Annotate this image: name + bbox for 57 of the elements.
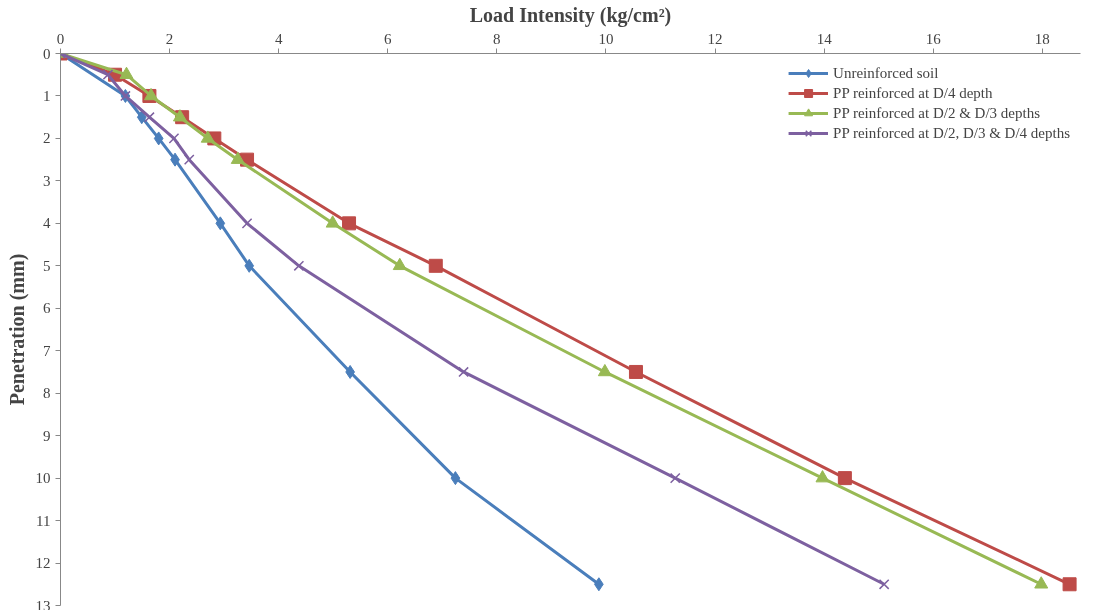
point xyxy=(293,260,305,272)
point xyxy=(119,66,134,79)
point xyxy=(325,215,340,228)
point xyxy=(230,151,245,164)
point xyxy=(215,216,226,231)
point xyxy=(244,258,255,273)
y-tick-label: 9 xyxy=(43,427,51,444)
point xyxy=(428,258,443,273)
point xyxy=(837,471,852,486)
y-tick-label: 6 xyxy=(43,300,51,317)
y-tick-label: 10 xyxy=(35,470,51,487)
y-tick-label: 5 xyxy=(43,257,51,274)
point xyxy=(136,110,147,125)
point xyxy=(450,471,461,486)
point xyxy=(144,111,155,123)
y-tick-label: 7 xyxy=(43,342,51,359)
y-axis-title: Penetration (mm) xyxy=(5,253,29,406)
legend-label: Unreinforced soil xyxy=(833,64,939,82)
point xyxy=(392,257,407,271)
point xyxy=(200,130,215,143)
y-tick-label: 0 xyxy=(43,45,51,62)
x-tick-label: 16 xyxy=(925,30,942,47)
point xyxy=(342,216,357,231)
y-tick-label: 13 xyxy=(35,597,51,614)
point xyxy=(628,364,643,379)
x-tick-label: 8 xyxy=(493,30,501,47)
x-tick-label: 2 xyxy=(165,30,174,47)
point xyxy=(168,133,180,144)
point xyxy=(241,218,253,229)
x-tick-label: 14 xyxy=(816,30,833,47)
legend-label: PP reinforced at D/4 depth xyxy=(833,84,993,102)
point xyxy=(669,472,681,484)
point xyxy=(1062,577,1077,592)
point xyxy=(815,470,830,483)
x-axis-title: Load Intensity (kg/cm²) xyxy=(469,3,672,27)
point xyxy=(597,363,612,377)
y-tick-label: 3 xyxy=(43,172,51,189)
legend-label: PP reinforced at D/2, D/3 & D/4 depths xyxy=(833,124,1070,142)
point xyxy=(458,366,469,378)
point xyxy=(1034,576,1049,589)
y-tick-label: 8 xyxy=(43,385,51,402)
x-tick-label: 4 xyxy=(274,30,283,47)
x-tick-label: 10 xyxy=(598,30,614,47)
point xyxy=(102,69,114,81)
y-tick-label: 11 xyxy=(36,512,51,529)
y-tick-label: 4 xyxy=(43,215,51,232)
x-tick-label: 18 xyxy=(1034,30,1050,47)
x-tick-label: 0 xyxy=(56,30,65,47)
x-tick-label: 6 xyxy=(384,30,393,47)
point xyxy=(153,131,164,146)
x-tick-label: 12 xyxy=(707,30,723,47)
y-tick-label: 2 xyxy=(43,130,51,147)
point xyxy=(878,578,890,590)
y-tick-label: 1 xyxy=(43,87,51,104)
y-tick-label: 12 xyxy=(35,555,51,572)
point xyxy=(183,154,195,165)
legend-label: PP reinforced at D/2 & D/3 depths xyxy=(833,104,1040,122)
